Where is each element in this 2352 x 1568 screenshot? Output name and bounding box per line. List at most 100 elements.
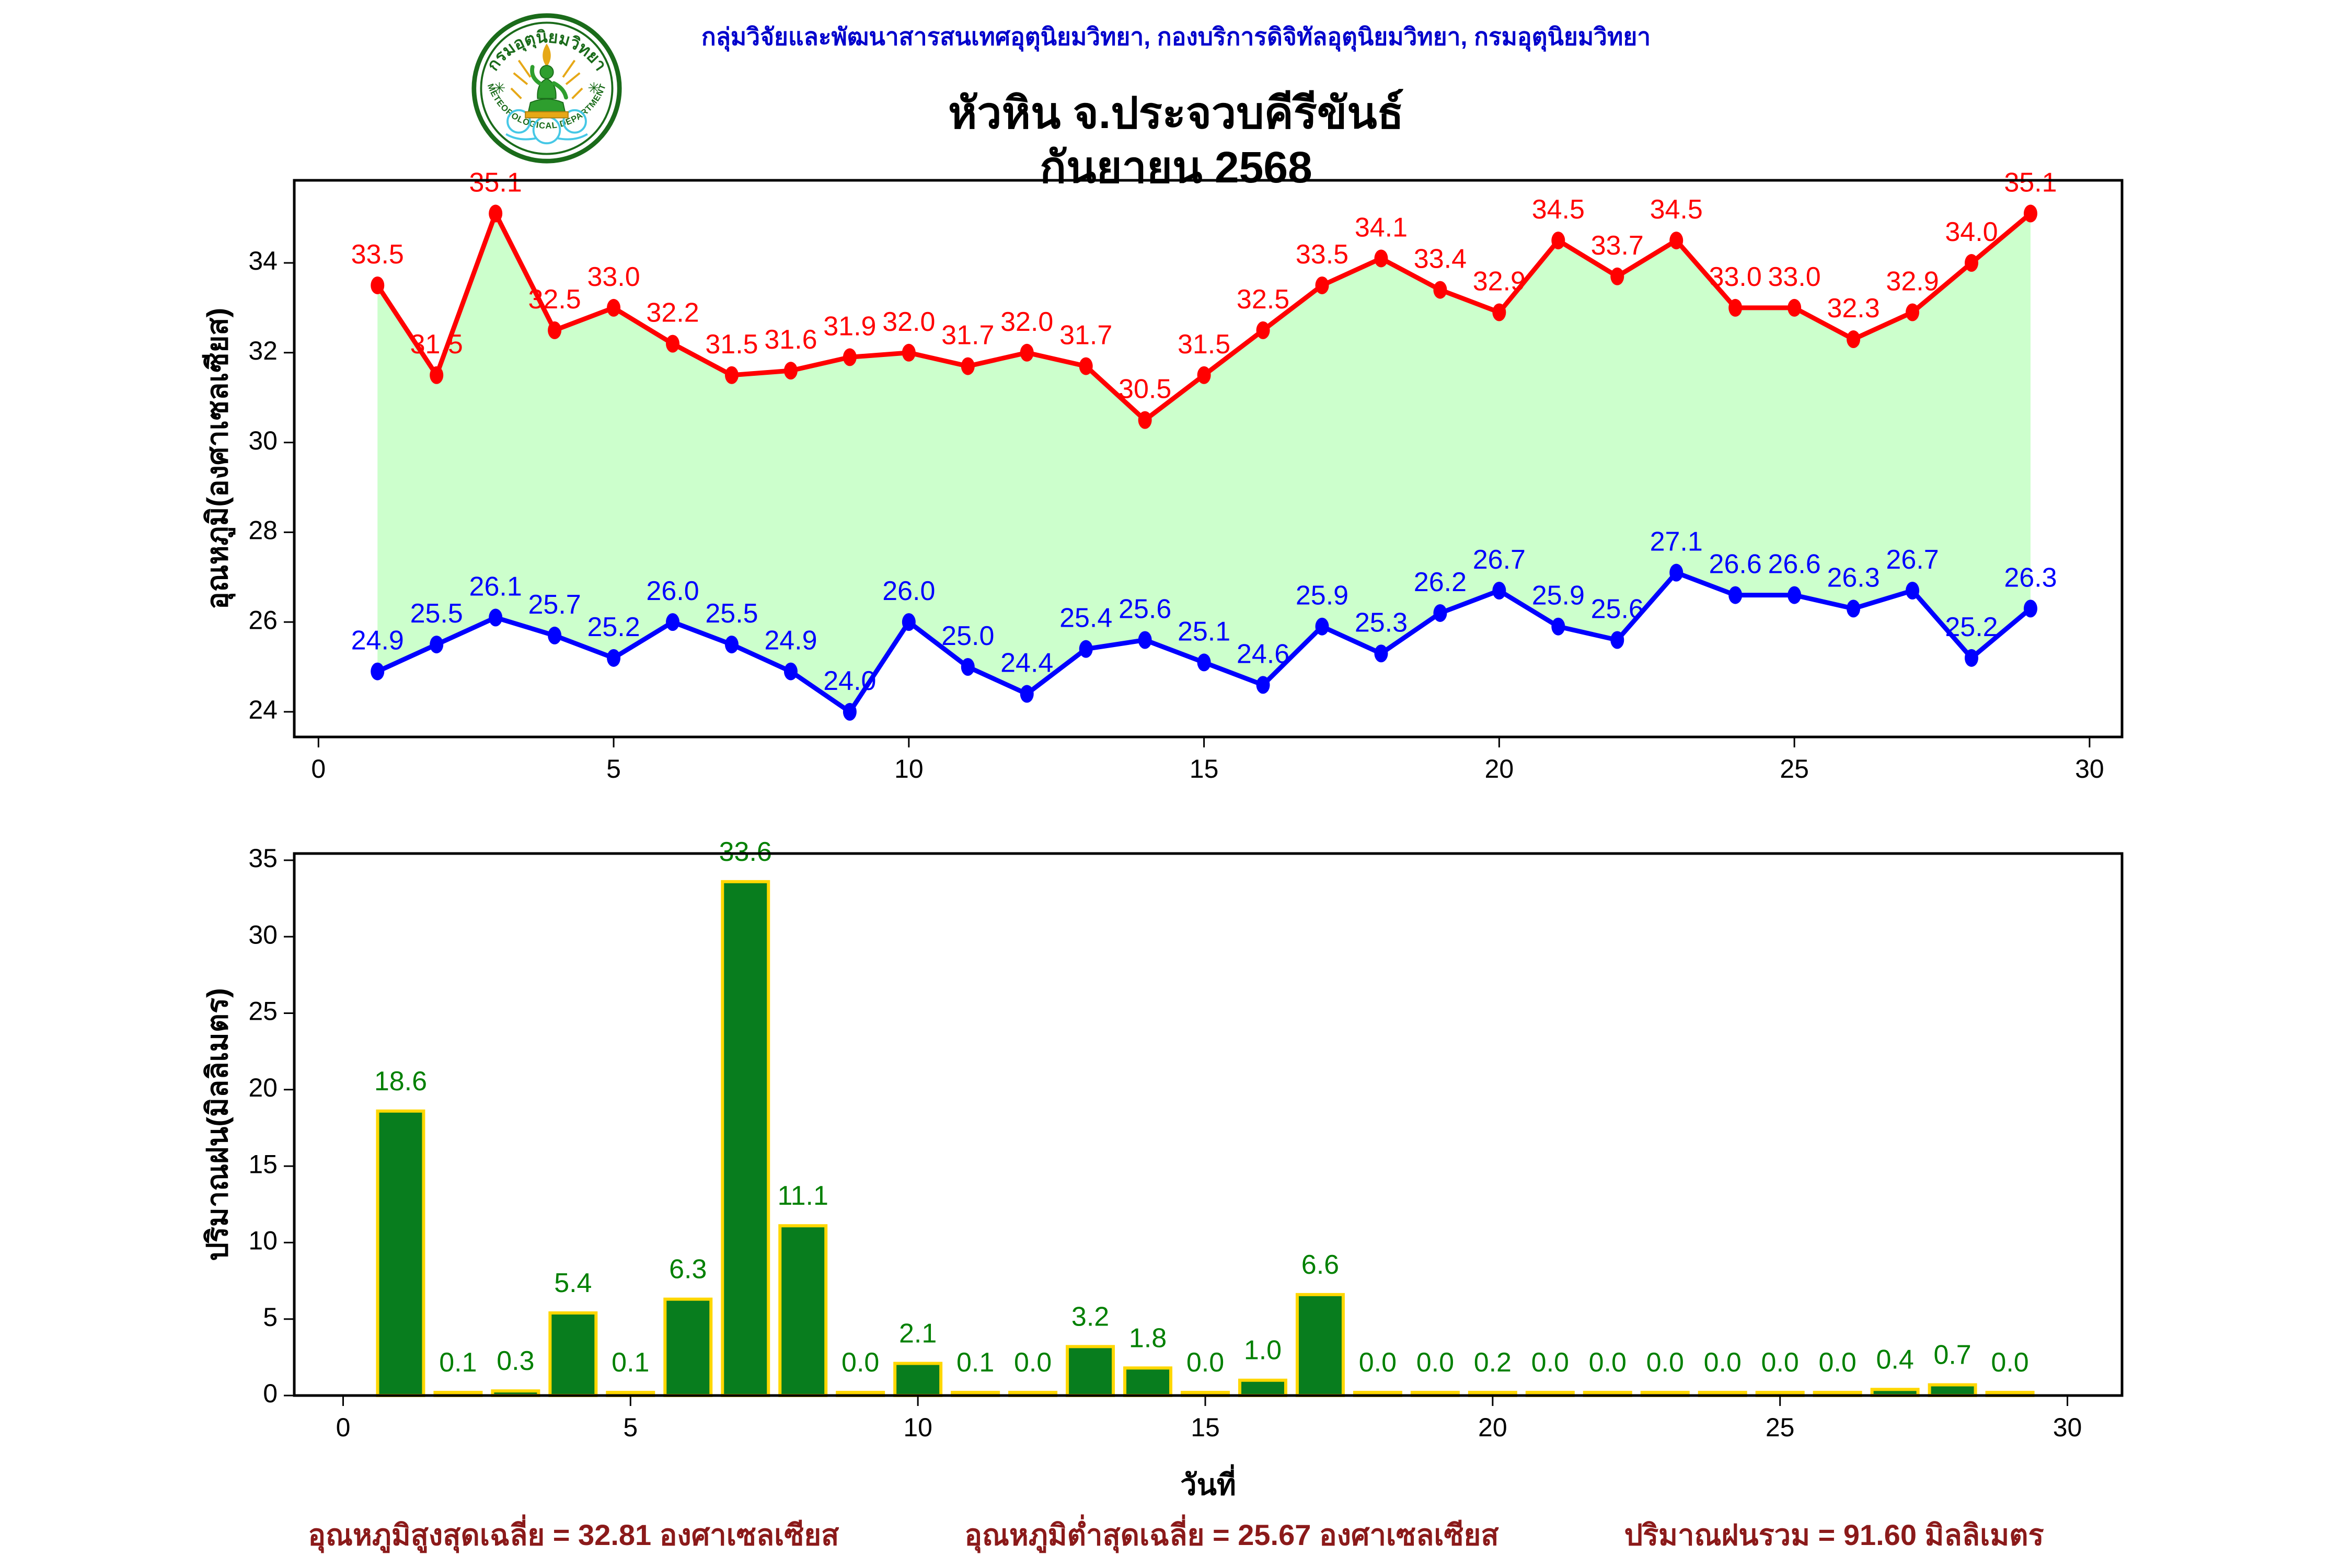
- data-point-label: 25.9: [1532, 581, 1585, 611]
- data-point-marker: [666, 613, 680, 631]
- data-point-label: 34.1: [1355, 212, 1408, 243]
- data-point-label: 25.5: [410, 598, 463, 629]
- data-point-marker: [2023, 204, 2037, 223]
- temperature-chart: 33.531.535.132.533.032.231.5 31.6 31.9 32.0…: [201, 168, 2124, 783]
- data-point-marker: [961, 658, 975, 676]
- data-point-label: 31.5: [705, 329, 758, 360]
- data-point-marker: [1788, 298, 1802, 317]
- data-point-label: 31.9: [823, 311, 876, 341]
- data-point-label: 26.6: [1709, 549, 1762, 580]
- x-tick-label: 25: [1780, 754, 1809, 783]
- x-tick-label: 0: [311, 754, 326, 783]
- data-point-label: 34.0: [1945, 217, 1998, 247]
- data-point-label: 25.6: [1119, 594, 1171, 624]
- data-point-label: 25.5: [705, 598, 758, 629]
- data-point-marker: [843, 348, 857, 366]
- bar-value-label: 1.0: [1244, 1335, 1282, 1366]
- data-point-label: 33.5: [351, 239, 404, 270]
- data-point-label: 27.1: [1650, 527, 1703, 557]
- svg-text:✳: ✳: [493, 80, 505, 97]
- bar-value-label: 0.0: [1991, 1347, 2028, 1378]
- data-point-label: 31.6: [764, 325, 817, 355]
- data-point-marker: [371, 662, 385, 681]
- data-point-marker: [1492, 582, 1506, 600]
- x-tick-label: 0: [336, 1413, 351, 1442]
- data-point-label: 25.6: [1591, 594, 1644, 624]
- data-point-label: 32.9: [1886, 267, 1939, 297]
- data-point-marker: [1551, 617, 1565, 636]
- data-point-marker: [1669, 232, 1684, 250]
- bar-value-label: 0.0: [1359, 1347, 1397, 1378]
- data-point-label: 25.9: [1296, 581, 1348, 611]
- data-point-label: 32.0: [882, 307, 935, 337]
- data-point-label: 33.5: [1296, 239, 1348, 270]
- data-point-label: 26.3: [2004, 562, 2057, 593]
- bar-value-label: 0.0: [1416, 1347, 1454, 1378]
- y-tick-label: 5: [263, 1302, 278, 1332]
- data-point-label: 31.5: [1178, 329, 1230, 360]
- stat-min-avg: อุณหภูมิต่ำสุดเฉลี่ย = 25.67 องศาเซลเซีย…: [964, 1518, 1499, 1551]
- data-point-marker: [1847, 330, 1861, 349]
- data-point-marker: [1079, 357, 1093, 375]
- data-point-label: 26.7: [1473, 545, 1526, 575]
- logo-deity: [525, 43, 569, 119]
- data-point-label: 26.2: [1414, 567, 1467, 597]
- data-point-marker: [843, 702, 857, 721]
- data-point-label: 32.9: [1473, 267, 1526, 297]
- x-tick-label: 20: [1485, 754, 1514, 783]
- data-point-marker: [1256, 321, 1270, 339]
- data-point-label: 32.5: [528, 284, 581, 315]
- bar-value-label: 2.1: [899, 1319, 937, 1349]
- bar-value-label: 6.6: [1301, 1250, 1339, 1280]
- bar-value-label: 0.1: [439, 1347, 477, 1378]
- bar-value-label: 0.2: [1474, 1347, 1512, 1378]
- data-point-marker: [1847, 599, 1861, 618]
- bar-value-label: 0.0: [1589, 1347, 1627, 1378]
- data-point-marker: [724, 636, 739, 654]
- bar-value-label: 0.0: [1531, 1347, 1569, 1378]
- data-point-label: 34.5: [1532, 194, 1585, 225]
- bar-value-label: 3.2: [1071, 1301, 1109, 1332]
- data-point-label: 24.9: [764, 626, 817, 656]
- data-point-marker: [1433, 604, 1447, 622]
- data-point-marker: [2023, 599, 2037, 618]
- y-tick-label: 10: [248, 1226, 278, 1255]
- rain-bar: [893, 1362, 943, 1398]
- data-point-marker: [1315, 276, 1329, 294]
- data-point-marker: [1374, 249, 1388, 268]
- data-point-marker: [902, 343, 916, 362]
- y-tick-label: 32: [248, 336, 278, 365]
- stat-max-avg: อุณหภูมิสูงสุดเฉลี่ย = 32.81 องศาเซลเซีย…: [308, 1518, 839, 1551]
- data-point-marker: [430, 366, 444, 384]
- bar-value-label: 18.6: [374, 1066, 427, 1097]
- data-point-marker: [1079, 640, 1093, 658]
- data-point-marker: [902, 613, 916, 631]
- y-tick-label: 24: [248, 695, 278, 724]
- rain-bar: [721, 880, 770, 1397]
- data-point-marker: [1020, 343, 1034, 362]
- data-point-label: 26.0: [882, 576, 935, 606]
- y-axis-label: อุณหภูมิ(องศาเซลเซียส): [201, 308, 236, 609]
- x-tick-label: 20: [1478, 1413, 1507, 1442]
- y-tick-label: 30: [248, 920, 278, 949]
- x-tick-label: 10: [903, 1413, 932, 1442]
- y-tick-label: 35: [248, 844, 278, 873]
- data-point-marker: [1256, 676, 1270, 694]
- y-tick-label: 26: [248, 605, 278, 635]
- data-point-marker: [607, 649, 621, 667]
- data-point-marker: [783, 362, 798, 380]
- data-point-marker: [1197, 366, 1211, 384]
- data-point-label: 24.9: [351, 626, 404, 656]
- bar-value-label: 0.0: [1014, 1347, 1052, 1378]
- rain-bar: [548, 1311, 598, 1398]
- data-point-label: 25.7: [528, 590, 581, 620]
- x-tick-label: 30: [2075, 754, 2104, 783]
- data-point-marker: [1610, 267, 1624, 285]
- bar-value-label: 0.3: [497, 1346, 534, 1376]
- data-point-label: 34.5: [1650, 194, 1703, 225]
- data-point-marker: [607, 298, 621, 317]
- data-point-marker: [1669, 563, 1684, 582]
- data-point-label: 31.7: [1059, 320, 1112, 351]
